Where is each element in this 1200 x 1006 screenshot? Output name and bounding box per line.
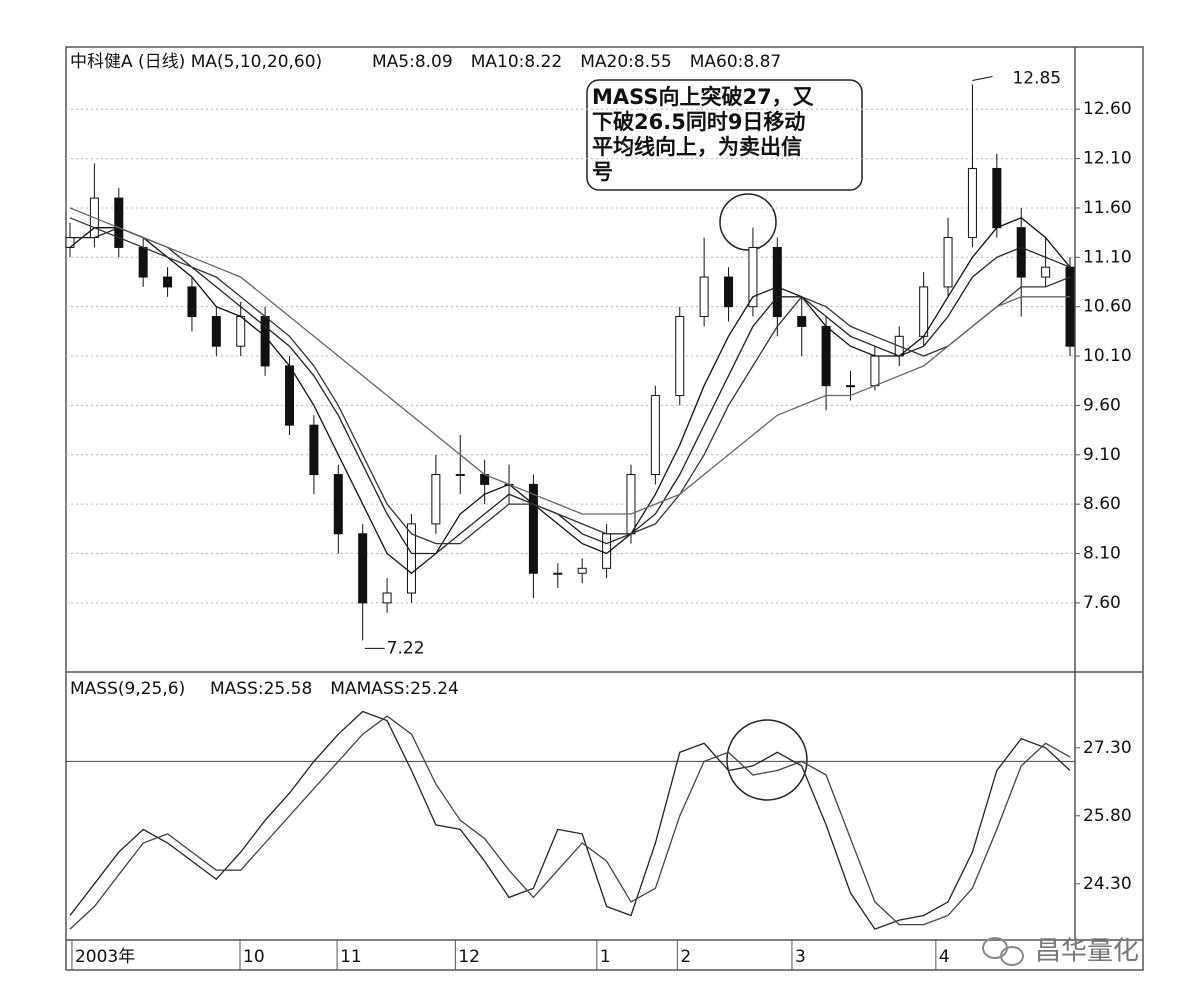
candle-body (943, 237, 953, 288)
candle-body (919, 286, 929, 337)
candle-body (1016, 227, 1026, 278)
candle-body (211, 316, 221, 347)
candle-body (699, 276, 709, 318)
candle-body (553, 572, 563, 575)
candle-body (870, 355, 880, 387)
y-tick-label: 12.60 (1083, 99, 1132, 119)
candle-body (748, 246, 758, 308)
highlight-circle (719, 193, 777, 251)
y-tick-label: 10.10 (1083, 346, 1132, 366)
candle-body (1065, 266, 1075, 347)
candle-body (797, 316, 807, 327)
annotation-text: MASS向上突破27，又 (592, 85, 815, 109)
candle-body (309, 424, 319, 476)
candle-body (967, 167, 977, 239)
x-tick-label: 4 (939, 947, 950, 967)
series-line (69, 207, 1070, 515)
candle-body (431, 474, 441, 525)
series-line (69, 217, 1071, 575)
annotation-text: 下破26.5同时9日移动 (592, 110, 805, 134)
annotation-arrow (972, 76, 993, 82)
x-tick-label: 11 (340, 947, 362, 967)
candle-body (772, 246, 782, 318)
x-tick-label: 12 (458, 947, 480, 967)
candle-body (187, 286, 197, 318)
highlight-circle (726, 719, 808, 801)
y-tick-label: 12.10 (1083, 149, 1132, 169)
legend-entry: MA20:8.55 (580, 52, 672, 72)
candle-body (358, 533, 368, 604)
series-line (69, 217, 1071, 545)
series-line (69, 710, 1071, 930)
legend-entry: MASS:25.58 (210, 679, 312, 699)
candle-body (845, 385, 855, 388)
annotation-text: 号 (592, 160, 613, 184)
legend-entry: MA60:8.87 (690, 52, 782, 72)
candle-body (528, 483, 538, 574)
legend-entry: MA10:8.22 (471, 52, 563, 72)
series-line (69, 715, 1071, 930)
x-tick-label: 3 (795, 947, 806, 967)
candle-body (577, 567, 587, 574)
y-tick-label: 9.60 (1083, 395, 1121, 415)
y-tick-label: 25.80 (1083, 806, 1132, 826)
frame (65, 46, 1144, 971)
candle-body (1041, 266, 1051, 278)
candle-body (626, 474, 636, 535)
legend-entry: MA5:8.09 (372, 52, 453, 72)
y-tick-label: 7.60 (1083, 593, 1121, 613)
candle-body (382, 592, 392, 604)
y-tick-label: 8.10 (1083, 544, 1121, 564)
y-tick-label: 9.10 (1083, 445, 1121, 465)
candle-body (138, 246, 148, 278)
annotation-box (586, 79, 863, 191)
y-tick-label: 8.60 (1083, 494, 1121, 514)
legend-entry: MAMASS:25.24 (330, 679, 459, 699)
candle-body (333, 474, 343, 535)
x-tick-label: 2003年 (75, 947, 135, 967)
candle-body (992, 167, 1002, 229)
annotation-label: 7.22 (387, 638, 425, 658)
candle-body (455, 474, 465, 477)
y-tick-label: 11.60 (1083, 198, 1132, 218)
watermark: 昌华量化 (1035, 937, 1139, 967)
candle-body (724, 276, 734, 308)
y-tick-label: 24.30 (1083, 874, 1132, 894)
y-tick-label: 10.60 (1083, 297, 1132, 317)
series-line (70, 226, 1071, 555)
candle-body (163, 276, 173, 288)
x-tick-label: 10 (243, 947, 265, 967)
candle-body (285, 365, 295, 426)
candle-body (821, 325, 831, 387)
mass-panel-title: MASS(9,25,6) (70, 679, 185, 699)
y-tick-label: 11.10 (1083, 247, 1132, 267)
candle-body (650, 395, 660, 476)
candle-body (114, 197, 124, 248)
candle-body (236, 316, 246, 347)
x-tick-label: 1 (600, 947, 611, 967)
candle-body (406, 523, 416, 594)
watermark-icon (982, 937, 1024, 966)
x-tick-label: 2 (680, 947, 691, 967)
annotation-text: 平均线向上，为卖出信 (592, 135, 802, 159)
y-tick-label: 27.30 (1083, 738, 1132, 758)
annotation-label: 12.85 (1012, 69, 1061, 89)
candle-body (675, 316, 685, 397)
price-panel-title: 中科健A (日线) MA(5,10,20,60) (70, 52, 322, 72)
